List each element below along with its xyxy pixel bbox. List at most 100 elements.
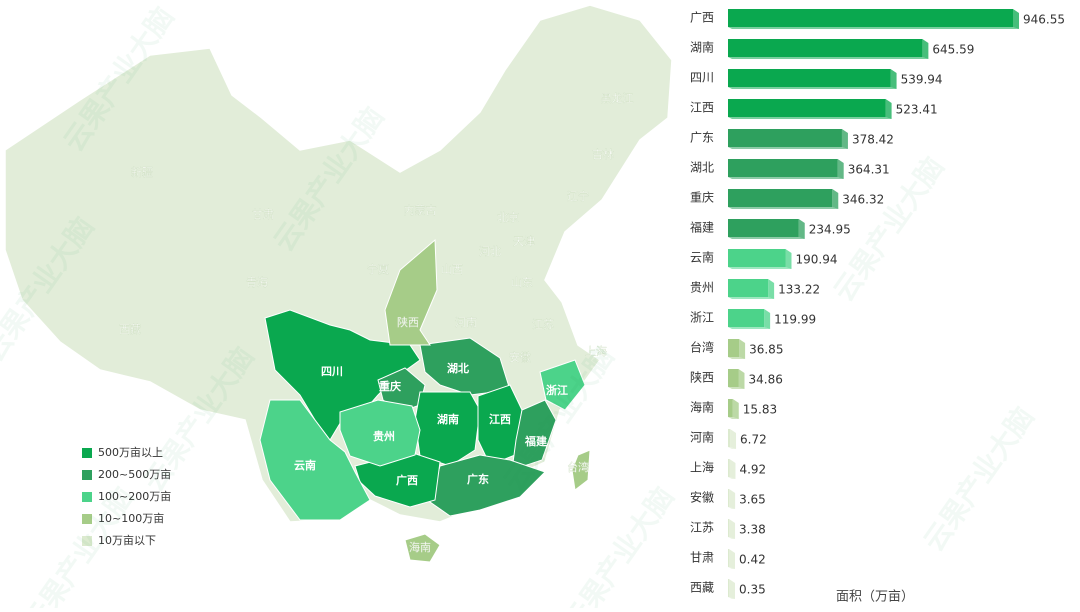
province-label: 广西 [396,473,418,487]
province-label: 北京 [497,210,519,224]
bar-side [729,579,735,599]
province-label: 广东 [467,472,489,486]
legend-swatch [82,536,92,546]
y-tick-label: 云南 [690,250,714,265]
bar-bottom [728,297,775,299]
y-tick-label: 河南 [690,430,714,445]
legend-swatch [82,470,92,480]
value-label: 3.38 [739,523,766,537]
province-label: 青海 [246,275,268,289]
bar-side [890,69,897,89]
y-tick-label: 江苏 [690,521,714,535]
value-label: 378.42 [852,133,894,147]
province-label: 河北 [479,245,501,258]
y-tick-label: 上海 [690,460,714,475]
province-label: 四川 [321,365,343,378]
bar-bottom [728,87,897,89]
bar-side [768,279,775,299]
province [539,359,586,411]
value-label: 0.35 [739,583,766,597]
legend-label: 10~100万亩 [98,511,164,525]
province-label: 福建 [524,434,548,448]
bar [728,189,833,207]
province-label: 江西 [489,412,511,426]
bar [728,309,765,327]
bar-side [729,549,735,569]
province-label: 贵州 [373,429,395,443]
y-tick-label: 安徽 [690,490,714,505]
bar-side [729,519,736,539]
bar [728,219,799,237]
legend-swatch [82,514,92,524]
bar [728,339,740,357]
province-label: 内蒙古 [404,203,437,217]
y-tick-label: 广西 [690,11,714,25]
bar-side [837,159,844,179]
bar-bottom [728,567,735,569]
province-label: 安徽 [509,350,531,364]
y-tick-label: 广东 [690,131,714,145]
value-label: 36.85 [749,343,783,357]
province-label: 浙江 [546,383,568,397]
y-tick-label: 西藏 [690,581,714,595]
bar-bottom [728,117,892,119]
bar-bottom [728,507,736,509]
bar-bottom [728,477,736,479]
bar-bottom [728,597,735,599]
legend-swatch [82,492,92,502]
province [429,454,546,517]
y-tick-label: 海南 [690,400,714,415]
bar [728,99,886,117]
bar [728,39,923,57]
value-label: 364.31 [848,163,890,177]
bar [728,549,729,567]
bar-bottom [728,447,737,449]
value-label: 523.41 [896,103,938,117]
watermark: 云果产业大脑 [917,401,1040,558]
bar [728,429,731,447]
province-label: 台湾 [567,460,589,474]
value-label: 539.94 [901,73,943,87]
legend-label: 10万亩以下 [98,533,156,547]
legend-swatch [82,448,92,458]
province-label: 陕西 [397,315,419,329]
value-label: 234.95 [809,223,851,237]
province [259,399,371,521]
bar-bottom [728,147,848,149]
x-axis-label: 面积（万亩） [836,589,914,605]
y-tick-label: 重庆 [690,191,714,205]
bar-side [732,399,739,419]
bar [728,159,838,177]
bar-side [730,429,737,449]
bar-bottom [728,417,739,419]
province-label: 山西 [441,263,463,276]
bar-side [739,339,746,359]
y-tick-label: 台湾 [690,340,714,355]
legend-label: 200~500万亩 [98,467,171,481]
bar-bottom [728,237,805,239]
value-label: 346.32 [842,193,884,207]
bar [728,459,730,477]
value-label: 15.83 [743,403,777,417]
bar [728,519,730,537]
value-label: 3.65 [739,493,766,507]
bar-bottom [728,267,792,269]
province-label: 重庆 [379,379,401,393]
bar [728,399,733,417]
bar-bottom [728,537,736,539]
province-label: 吉林 [592,147,614,161]
province-label: 山东 [511,276,533,289]
province-label: 云南 [294,458,316,472]
province-label: 甘肃 [252,208,274,221]
province [571,449,591,491]
value-label: 6.72 [740,433,767,447]
value-label: 645.59 [932,43,974,57]
bar-side [885,99,892,119]
bar [728,249,786,267]
value-label: 0.42 [739,553,766,567]
province-label: 黑龙江 [601,92,634,105]
province-label: 天津 [513,235,535,248]
bar [728,279,769,297]
bar-side [841,129,848,149]
y-tick-label: 陕西 [690,370,714,385]
